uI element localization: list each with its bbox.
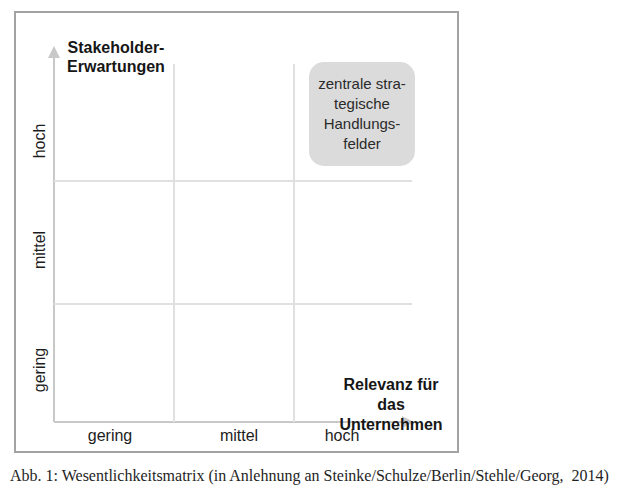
page: Stakeholder- Erwartungen hoch mittel ger…	[0, 0, 618, 495]
y-tick-gering: gering	[31, 348, 49, 392]
materiality-matrix-figure: Stakeholder- Erwartungen hoch mittel ger…	[14, 11, 459, 453]
y-axis-title-line-1: Stakeholder-	[66, 38, 166, 57]
annotation-line-1: zentrale stra-	[318, 74, 406, 94]
annotation-line-3: Handlungs-	[324, 114, 401, 134]
annotation-line-4: felder	[343, 134, 381, 154]
gridline-vertical-2	[293, 64, 295, 422]
x-axis-title-line-1: Relevanz für das	[328, 375, 454, 415]
y-tick-hoch: hoch	[31, 124, 49, 159]
x-axis-title: Relevanz für das Unternehmen	[328, 375, 454, 435]
gridline-horizontal-1	[54, 180, 412, 182]
strategic-fields-annotation-box: zentrale stra- tegische Handlungs- felde…	[309, 62, 415, 166]
y-axis-title-line-2: Erwartungen	[66, 57, 166, 76]
x-tick-mittel: mittel	[220, 427, 258, 445]
x-axis-title-line-2: Unternehmen	[328, 415, 454, 435]
gridline-horizontal-2	[54, 303, 412, 305]
gridline-vertical-1	[173, 64, 175, 422]
annotation-line-2: tegische	[334, 94, 390, 114]
figure-caption: Abb. 1: Wesentlichkeitsmatrix (in Anlehn…	[10, 467, 609, 485]
x-tick-gering: gering	[88, 427, 132, 445]
y-axis-title: Stakeholder- Erwartungen	[66, 38, 166, 76]
y-axis-line	[53, 57, 55, 422]
y-tick-mittel: mittel	[31, 231, 49, 269]
